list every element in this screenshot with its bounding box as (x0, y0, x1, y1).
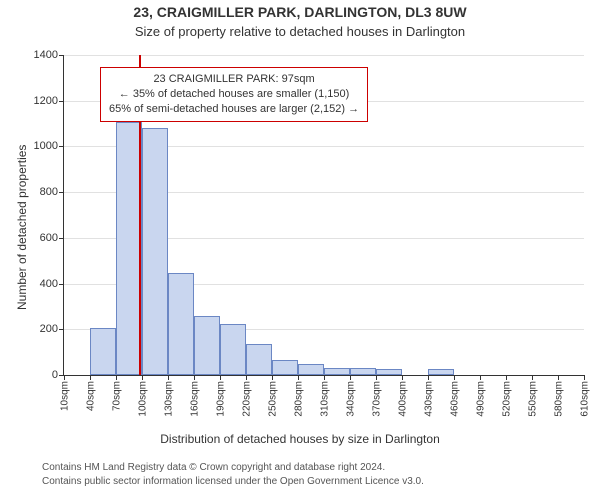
ytick-label: 0 (52, 369, 64, 381)
xtick-label: 190sqm (214, 381, 227, 417)
xtick-label: 130sqm (162, 381, 175, 417)
xtick-label: 40sqm (84, 381, 97, 411)
x-axis-label: Distribution of detached houses by size … (0, 432, 600, 446)
footer-line2: Contains public sector information licen… (42, 476, 424, 487)
histogram-bar (428, 369, 454, 375)
histogram-bar (116, 122, 142, 375)
xtick-label: 490sqm (474, 381, 487, 417)
chart-subtitle: Size of property relative to detached ho… (0, 24, 600, 39)
callout-line2: ← 35% of detached houses are smaller (1,… (109, 87, 359, 102)
xtick-mark (142, 375, 143, 380)
xtick-mark (402, 375, 403, 380)
xtick-label: 280sqm (292, 381, 305, 417)
histogram-bar (350, 368, 376, 375)
xtick-mark (584, 375, 585, 380)
histogram-bar (246, 344, 272, 375)
histogram-bar (168, 273, 194, 375)
ytick-label: 200 (40, 323, 64, 335)
gridline (64, 55, 584, 56)
xtick-mark (454, 375, 455, 380)
xtick-mark (532, 375, 533, 380)
xtick-mark (506, 375, 507, 380)
xtick-label: 250sqm (266, 381, 279, 417)
histogram-bar (142, 128, 168, 375)
chart-title: 23, CRAIGMILLER PARK, DARLINGTON, DL3 8U… (0, 4, 600, 20)
xtick-mark (376, 375, 377, 380)
histogram-bar (194, 316, 220, 375)
xtick-mark (272, 375, 273, 380)
histogram-bar (324, 368, 350, 375)
xtick-label: 430sqm (422, 381, 435, 417)
ytick-label: 1400 (34, 49, 64, 61)
xtick-mark (428, 375, 429, 380)
histogram-bar (90, 328, 116, 375)
xtick-label: 460sqm (448, 381, 461, 417)
callout-line1: 23 CRAIGMILLER PARK: 97sqm (109, 72, 359, 87)
callout-box: 23 CRAIGMILLER PARK: 97sqm ← 35% of deta… (100, 67, 368, 122)
chart-container: 23, CRAIGMILLER PARK, DARLINGTON, DL3 8U… (0, 0, 600, 500)
ytick-label: 1000 (34, 140, 64, 152)
histogram-bar (220, 324, 246, 375)
histogram-bar (376, 369, 402, 375)
xtick-mark (480, 375, 481, 380)
xtick-label: 70sqm (110, 381, 123, 411)
xtick-mark (558, 375, 559, 380)
xtick-label: 340sqm (344, 381, 357, 417)
callout-line3: 65% of semi-detached houses are larger (… (109, 102, 359, 117)
xtick-mark (64, 375, 65, 380)
xtick-label: 400sqm (396, 381, 409, 417)
xtick-mark (220, 375, 221, 380)
xtick-label: 310sqm (318, 381, 331, 417)
xtick-mark (116, 375, 117, 380)
histogram-bar (298, 364, 324, 375)
y-axis-label: Number of detached properties (15, 145, 29, 310)
xtick-label: 370sqm (370, 381, 383, 417)
xtick-mark (350, 375, 351, 380)
ytick-label: 400 (40, 278, 64, 290)
xtick-mark (194, 375, 195, 380)
xtick-label: 580sqm (552, 381, 565, 417)
xtick-label: 220sqm (240, 381, 253, 417)
xtick-mark (168, 375, 169, 380)
xtick-mark (90, 375, 91, 380)
xtick-label: 100sqm (136, 381, 149, 417)
footer-line1: Contains HM Land Registry data © Crown c… (42, 462, 385, 473)
xtick-label: 160sqm (188, 381, 201, 417)
plot-area: 020040060080010001200140010sqm40sqm70sqm… (63, 55, 584, 376)
histogram-bar (272, 360, 298, 375)
xtick-mark (324, 375, 325, 380)
ytick-label: 600 (40, 232, 64, 244)
xtick-mark (298, 375, 299, 380)
ytick-label: 800 (40, 186, 64, 198)
xtick-label: 10sqm (58, 381, 71, 411)
xtick-label: 520sqm (500, 381, 513, 417)
xtick-label: 610sqm (578, 381, 591, 417)
ytick-label: 1200 (34, 95, 64, 107)
xtick-label: 550sqm (526, 381, 539, 417)
xtick-mark (246, 375, 247, 380)
